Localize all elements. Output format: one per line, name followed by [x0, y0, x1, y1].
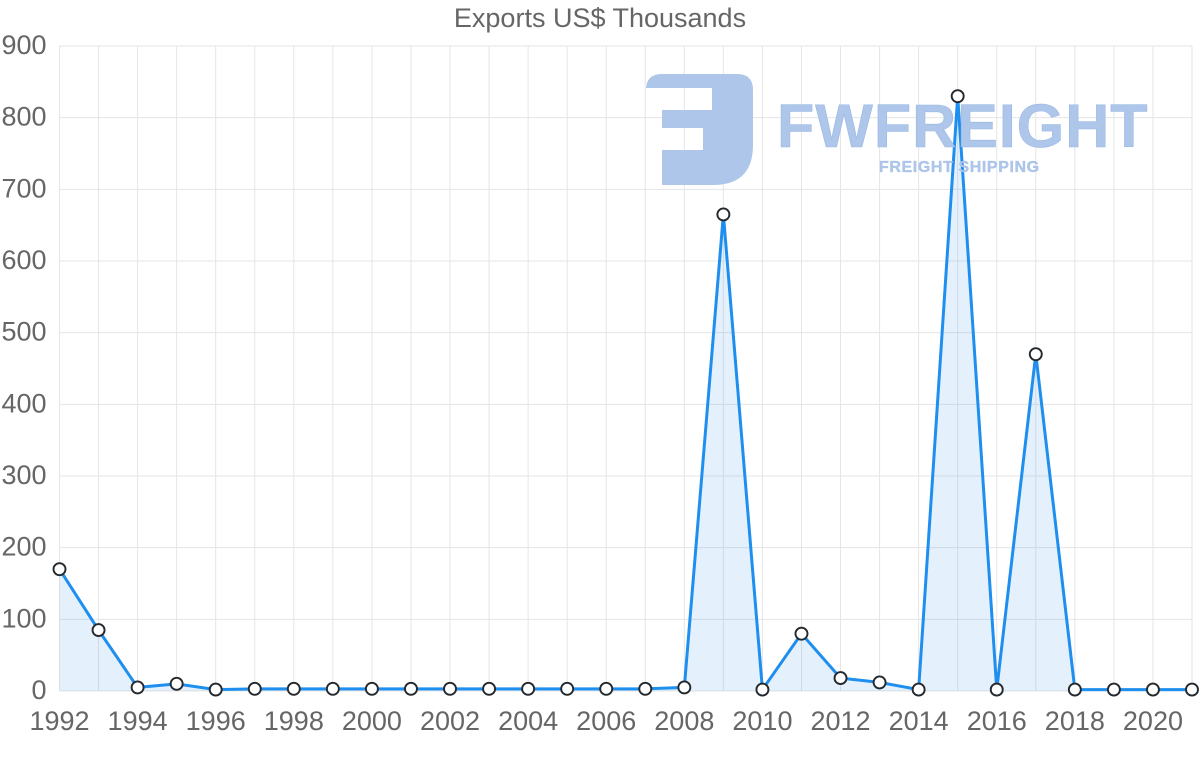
svg-text:FREIGHT SHIPPING: FREIGHT SHIPPING — [879, 159, 1040, 176]
svg-text:FWFREIGHT: FWFREIGHT — [777, 92, 1149, 160]
